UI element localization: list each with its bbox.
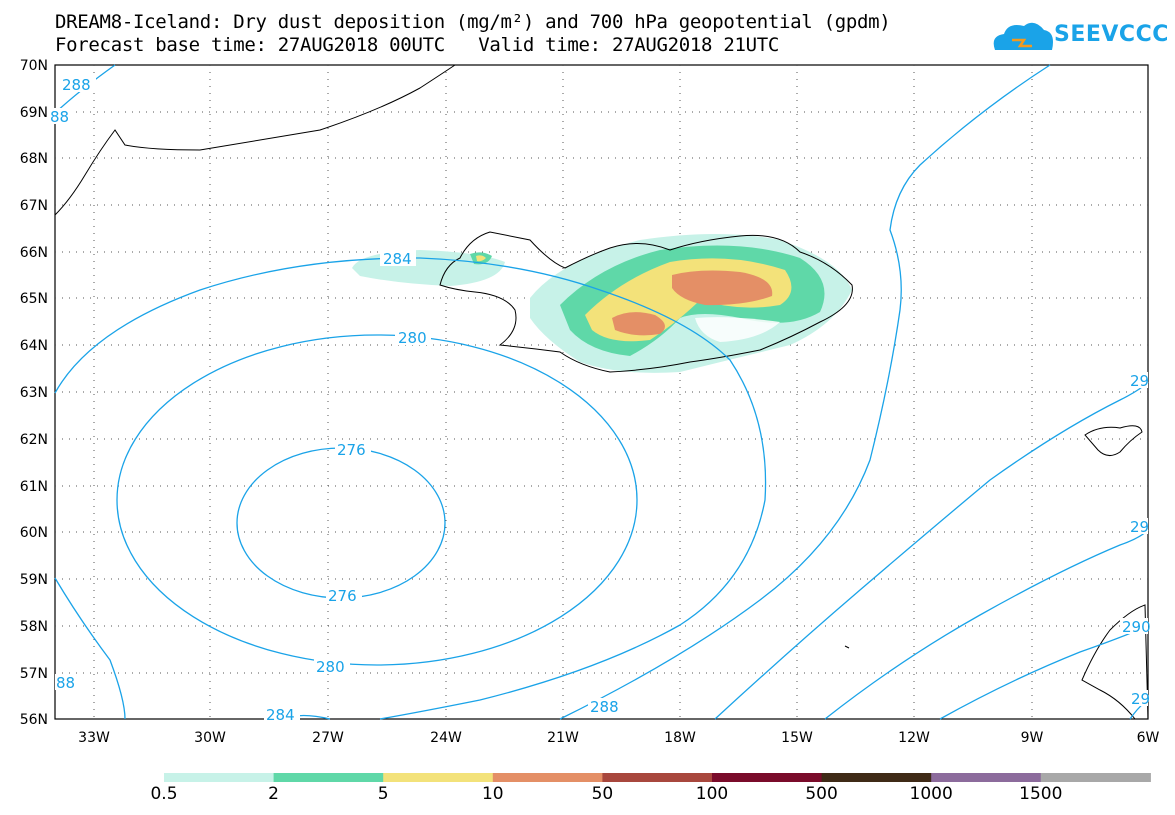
contour-label: 284 [383,250,412,268]
legend-colorbar [164,773,1151,782]
lon-label: 27W [312,730,344,746]
lat-label: 56N [20,712,48,728]
legend-label: 100 [695,784,729,804]
dust-deposition-field [352,234,852,373]
lat-label: 61N [20,479,48,495]
contour-label: 288 [590,698,619,716]
lon-label: 30W [194,730,226,746]
lat-label: 57N [20,666,48,682]
legend-swatch [712,773,823,782]
lat-label: 70N [20,58,48,74]
lat-label: 66N [20,245,48,261]
legend-label: 0.5 [150,784,178,804]
seevccc-logo-icon [993,22,1053,50]
coastlines [54,64,1149,720]
legend-label: 500 [805,784,838,804]
contour-label: 290 [1122,618,1151,636]
lon-label: 9W [1021,730,1044,746]
lon-label: 6W [1137,730,1160,746]
lon-label: 12W [898,730,930,746]
contour-label: 280 [316,658,345,676]
lat-label: 58N [20,619,48,635]
map-title: DREAM8-Iceland: Dry dust deposition (mg/… [55,11,891,33]
legend-label: 1000 [909,784,953,804]
contour-label: 284 [266,706,295,724]
legend-swatch [602,773,713,782]
lon-label: 15W [781,730,813,746]
lat-label: 59N [20,572,48,588]
legend-swatch [164,773,275,782]
contour-label: 29 [1130,372,1149,390]
lon-label: 24W [430,730,462,746]
legend-label: 1500 [1019,784,1063,804]
contour-label: 29 [1131,690,1150,708]
lat-label: 64N [20,338,48,354]
legend-swatch [821,773,932,782]
legend-swatch [273,773,384,782]
lat-label: 60N [20,525,48,541]
legend-swatch [492,773,603,782]
legend-swatch [931,773,1042,782]
lon-label: 33W [78,730,110,746]
logo-text: SEEVCCC [1054,22,1169,47]
lon-label: 18W [664,730,696,746]
longitude-labels: 33W 30W 27W 24W 21W 18W 15W 12W 9W 6W [78,730,1159,746]
lat-label: 67N [20,198,48,214]
lat-label: 68N [20,151,48,167]
map-subtitle: Forecast base time: 27AUG2018 00UTC Vali… [55,34,780,56]
legend-label: 50 [591,784,614,804]
contour-labels: 288 88 284 280 276 276 280 284 288 88 29… [50,76,1151,724]
contour-label: 88 [50,108,69,126]
lat-label: 63N [20,385,48,401]
contour-label: 29 [1130,518,1149,536]
contour-label: 276 [328,587,357,605]
geopotential-contours [54,64,1149,720]
legend-swatch [1040,773,1151,782]
lat-label: 65N [20,291,48,307]
lon-label: 21W [547,730,579,746]
latitude-labels: 70N 69N 68N 67N 66N 65N 64N 63N 62N 61N … [20,58,48,728]
contour-label: 288 [62,76,91,94]
legend-swatch [383,773,494,782]
legend-label: 10 [481,784,504,804]
legend-label: 2 [268,784,280,804]
legend-label: 5 [377,784,389,804]
contour-label: 280 [398,329,427,347]
contour-label: 276 [337,441,366,459]
contour-label: 88 [56,674,75,692]
lat-label: 69N [20,105,48,121]
lat-label: 62N [20,432,48,448]
